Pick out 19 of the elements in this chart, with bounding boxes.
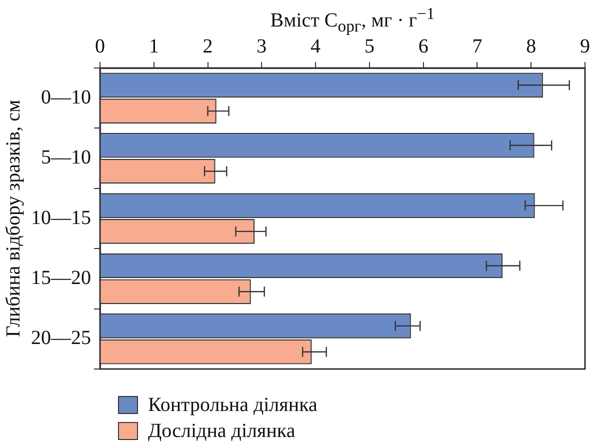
x-tick-label: 9 <box>580 35 590 58</box>
y-tick-label: 0—10 <box>41 86 91 108</box>
y-tick-label: 20—25 <box>31 327 91 350</box>
y-tick-label: 15—20 <box>31 266 91 289</box>
legend-label: Дослідна ділянка <box>148 420 296 442</box>
y-tick-label: 10—15 <box>31 206 91 229</box>
x-tick-label: 4 <box>310 35 321 58</box>
legend-label: Контрольна ділянка <box>148 394 318 416</box>
x-tick-label: 3 <box>256 35 267 58</box>
x-tick-label: 1 <box>148 35 159 58</box>
y-axis-title: Глибина відбору зразків, см <box>2 100 24 338</box>
y-tick-label: 5—10 <box>41 146 91 169</box>
x-tick-label: 2 <box>202 35 213 58</box>
x-tick-label: 5 <box>364 35 374 58</box>
x-tick-label: 6 <box>418 35 428 58</box>
x-axis-title: Вміст C$_{орг}$, мг · г$^{−1}$ <box>269 4 436 37</box>
x-tick-label: 7 <box>472 35 482 58</box>
x-tick-label: 8 <box>526 35 536 58</box>
x-tick-label: 0 <box>95 35 105 58</box>
